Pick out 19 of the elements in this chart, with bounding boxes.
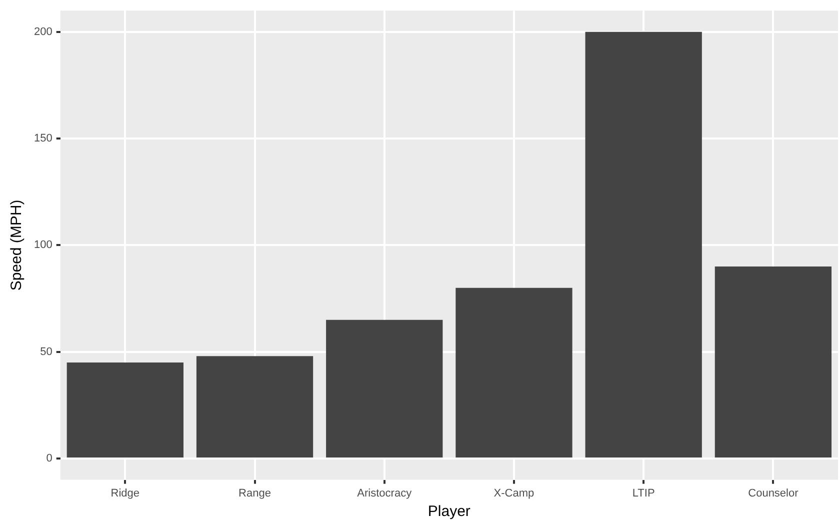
bar — [456, 288, 572, 458]
y-tick-label: 0 — [46, 452, 52, 465]
x-tick-label: X-Camp — [494, 487, 534, 500]
x-tick-label: Range — [238, 487, 271, 500]
x-tick-label: Aristocracy — [357, 487, 412, 500]
bar — [66, 362, 184, 458]
x-tick-label: LTIP — [632, 487, 655, 500]
bar — [714, 266, 832, 458]
bar — [326, 320, 443, 458]
bar — [585, 32, 702, 458]
x-tick-label: Ridge — [110, 487, 140, 500]
y-tick-label: 100 — [34, 239, 52, 252]
bar — [196, 356, 314, 458]
x-tick-label: Counselor — [748, 487, 799, 500]
y-tick-label: 200 — [34, 26, 52, 38]
y-tick-label: 150 — [34, 132, 52, 145]
y-axis-title: Speed (MPH) — [8, 200, 26, 291]
y-tick-label: 50 — [40, 346, 52, 358]
x-axis-title: Player — [428, 503, 470, 520]
